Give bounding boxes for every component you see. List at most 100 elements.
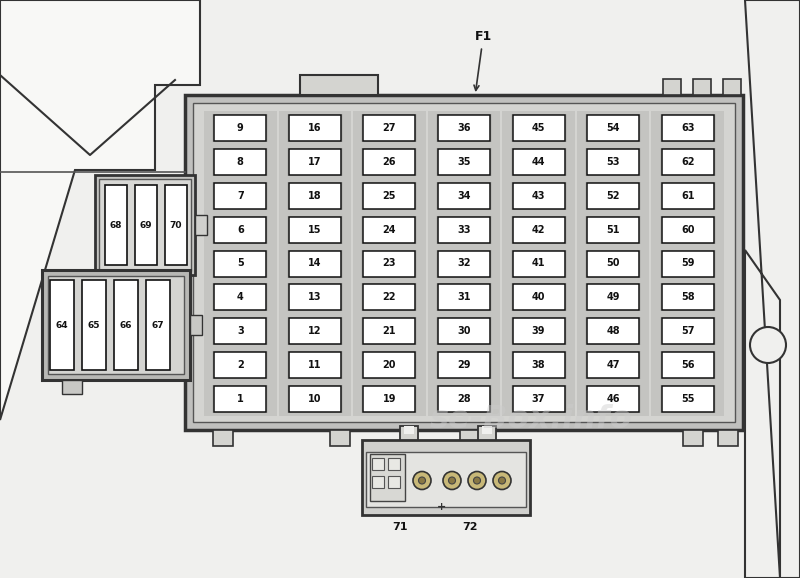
Bar xyxy=(388,476,400,488)
Text: 45: 45 xyxy=(532,123,546,133)
Bar xyxy=(438,318,490,344)
Bar xyxy=(193,103,735,422)
Bar xyxy=(510,216,566,243)
Text: se-Box.info: se-Box.info xyxy=(430,405,633,435)
Bar xyxy=(50,280,74,370)
Text: 25: 25 xyxy=(382,191,396,201)
Bar xyxy=(363,318,415,344)
Bar xyxy=(513,149,565,175)
Bar xyxy=(510,148,566,176)
Bar xyxy=(436,351,492,379)
Bar xyxy=(287,250,343,277)
Bar xyxy=(287,317,343,345)
Text: 3: 3 xyxy=(237,326,244,336)
Text: 20: 20 xyxy=(382,360,396,370)
Bar xyxy=(585,283,641,312)
Bar xyxy=(300,75,378,95)
Bar xyxy=(289,149,341,175)
Bar xyxy=(587,250,639,276)
Text: 68: 68 xyxy=(110,220,122,229)
Bar xyxy=(287,385,343,413)
Text: 2: 2 xyxy=(237,360,244,370)
Bar xyxy=(438,352,490,378)
Bar xyxy=(438,217,490,243)
Bar xyxy=(42,270,190,380)
Bar xyxy=(212,283,268,312)
Bar xyxy=(585,385,641,413)
Bar xyxy=(438,250,490,276)
Bar xyxy=(585,148,641,176)
Bar xyxy=(436,216,492,243)
Text: 42: 42 xyxy=(532,225,546,235)
Text: 47: 47 xyxy=(606,360,620,370)
Bar xyxy=(195,215,207,235)
Bar xyxy=(214,115,266,141)
Text: 72: 72 xyxy=(462,522,478,532)
Bar xyxy=(214,149,266,175)
Circle shape xyxy=(474,477,481,484)
Bar xyxy=(428,111,500,416)
Text: 44: 44 xyxy=(532,157,546,167)
Bar xyxy=(660,250,716,277)
Text: 12: 12 xyxy=(308,326,322,336)
Text: 56: 56 xyxy=(681,360,694,370)
Bar xyxy=(363,183,415,209)
Bar xyxy=(362,250,418,277)
Text: 41: 41 xyxy=(532,258,546,269)
Bar xyxy=(587,149,639,175)
Text: 52: 52 xyxy=(606,191,620,201)
Bar xyxy=(585,250,641,277)
Bar xyxy=(723,79,741,95)
Text: 57: 57 xyxy=(681,326,694,336)
Bar xyxy=(587,284,639,310)
Bar xyxy=(651,111,724,416)
Bar xyxy=(436,250,492,277)
Circle shape xyxy=(750,327,786,363)
Bar xyxy=(212,181,268,210)
Bar xyxy=(214,217,266,243)
Text: 50: 50 xyxy=(606,258,620,269)
Circle shape xyxy=(413,472,431,490)
Bar xyxy=(362,351,418,379)
Text: 63: 63 xyxy=(681,123,694,133)
Bar xyxy=(362,440,530,515)
Bar xyxy=(287,148,343,176)
Bar xyxy=(146,280,170,370)
Bar xyxy=(362,317,418,345)
Bar xyxy=(212,351,268,379)
Text: 60: 60 xyxy=(681,225,694,235)
Text: 35: 35 xyxy=(458,157,470,167)
Bar xyxy=(214,318,266,344)
Bar xyxy=(438,149,490,175)
Bar xyxy=(212,216,268,243)
Bar xyxy=(662,250,714,276)
Bar xyxy=(204,111,277,416)
Bar xyxy=(585,181,641,210)
Bar xyxy=(289,318,341,344)
Bar xyxy=(585,317,641,345)
Bar xyxy=(513,284,565,310)
Bar xyxy=(48,276,184,374)
Bar xyxy=(287,351,343,379)
Text: 49: 49 xyxy=(606,292,620,302)
Bar xyxy=(436,181,492,210)
Bar xyxy=(438,115,490,141)
Text: 15: 15 xyxy=(308,225,322,235)
Bar xyxy=(82,280,106,370)
Bar xyxy=(212,148,268,176)
Bar xyxy=(289,115,341,141)
Bar xyxy=(135,185,157,265)
Bar xyxy=(95,175,195,275)
Bar xyxy=(388,458,400,470)
Text: 18: 18 xyxy=(308,191,322,201)
Bar xyxy=(660,181,716,210)
Text: 43: 43 xyxy=(532,191,546,201)
Bar xyxy=(660,114,716,142)
Bar xyxy=(460,430,480,446)
Text: 34: 34 xyxy=(458,191,470,201)
Bar xyxy=(660,385,716,413)
Bar xyxy=(660,148,716,176)
Bar xyxy=(585,216,641,243)
Text: 24: 24 xyxy=(382,225,396,235)
Bar xyxy=(436,385,492,413)
